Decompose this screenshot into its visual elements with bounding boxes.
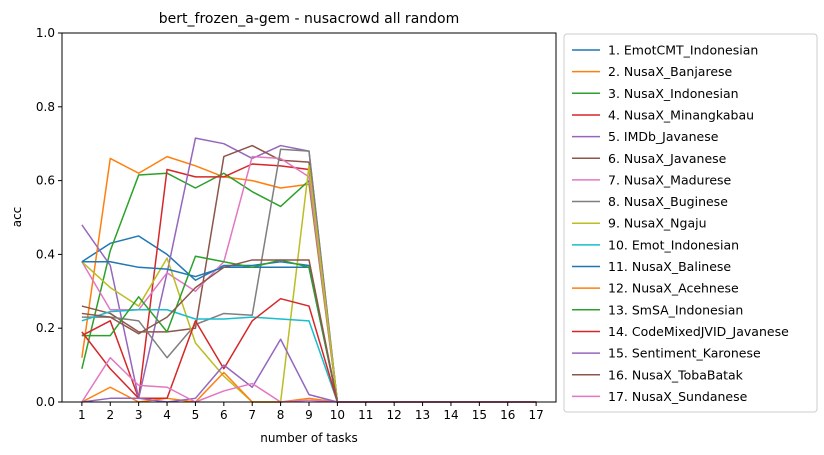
x-tick-label: 16 — [500, 408, 515, 422]
x-tick-label: 11 — [358, 408, 373, 422]
x-tick-label: 9 — [305, 408, 313, 422]
x-tick-label: 15 — [472, 408, 487, 422]
x-tick-label: 7 — [248, 408, 256, 422]
legend-entry: 17. NusaX_Sundanese — [608, 389, 748, 404]
series-line-16 — [81, 259, 537, 403]
y-tick-label: 1.0 — [36, 26, 55, 40]
x-tick-label: 13 — [415, 408, 430, 422]
x-tick-label: 12 — [387, 408, 402, 422]
legend-entry: 3. NusaX_Indonesian — [608, 86, 739, 101]
plot-area — [81, 137, 537, 403]
legend-entry: 13. SmSA_Indonesian — [608, 302, 743, 317]
legend-entry: 4. NusaX_Minangkabau — [608, 107, 754, 122]
x-tick-label: 17 — [528, 408, 543, 422]
y-tick-label: 0.8 — [36, 100, 55, 114]
legend-entry: 5. IMDb_Javanese — [608, 129, 719, 144]
y-tick-label: 0.0 — [36, 395, 55, 409]
y-axis-label: acc — [10, 207, 24, 228]
legend-entry: 2. NusaX_Banjarese — [608, 64, 733, 79]
legend-entry: 15. Sentiment_Karonese — [608, 346, 761, 361]
series-line-13 — [81, 255, 537, 403]
legend-entry: 11. NusaX_Balinese — [608, 259, 731, 274]
x-tick-label: 6 — [220, 408, 228, 422]
legend-frame — [563, 33, 818, 413]
x-tick-label: 2 — [106, 408, 114, 422]
chart-title: bert_frozen_a-gem - nusacrowd all random — [159, 11, 459, 27]
series-line-10 — [81, 309, 537, 403]
legend-entry: 1. EmotCMT_Indonesian — [608, 43, 758, 58]
legend-entry: 14. CodeMixedJVID_Javanese — [608, 324, 789, 339]
y-tick-label: 0.4 — [36, 247, 55, 261]
legend: 1. EmotCMT_Indonesian 2. NusaX_Banjarese 3… — [563, 33, 818, 413]
legend-entry: 12. NusaX_Acehnese — [608, 281, 739, 296]
x-tick-label: 4 — [163, 408, 171, 422]
x-tick-label: 10 — [330, 408, 345, 422]
legend-entry: 8. NusaX_Buginese — [608, 194, 728, 209]
series-line-9 — [81, 165, 537, 403]
y-tick-label: 0.2 — [36, 321, 55, 335]
series-line-7 — [81, 155, 537, 403]
x-axis-label: number of tasks — [260, 431, 358, 445]
series-line-2 — [81, 155, 537, 403]
x-tick-label: 3 — [135, 408, 143, 422]
x-axis: 1 2 3 4 5 6 7 8 9 10 11 12 13 14 15 16 17 — [78, 402, 544, 422]
legend-entry: 6. NusaX_Javanese — [608, 151, 727, 166]
x-tick-label: 14 — [443, 408, 458, 422]
legend-entry: 9. NusaX_Ngaju — [608, 216, 707, 231]
x-tick-label: 5 — [192, 408, 200, 422]
y-tick-label: 0.6 — [36, 174, 55, 188]
plot-frame — [61, 32, 557, 403]
series-line-4 — [81, 163, 537, 403]
legend-entry: 16. NusaX_TobaBatak — [608, 367, 744, 382]
legend-entry: 7. NusaX_Madurese — [608, 172, 732, 187]
legend-entry: 10. Emot_Indonesian — [608, 237, 739, 252]
x-tick-label: 1 — [78, 408, 86, 422]
x-tick-label: 8 — [277, 408, 285, 422]
y-axis: 0.0 0.2 0.4 0.6 0.8 1.0 — [36, 26, 62, 409]
